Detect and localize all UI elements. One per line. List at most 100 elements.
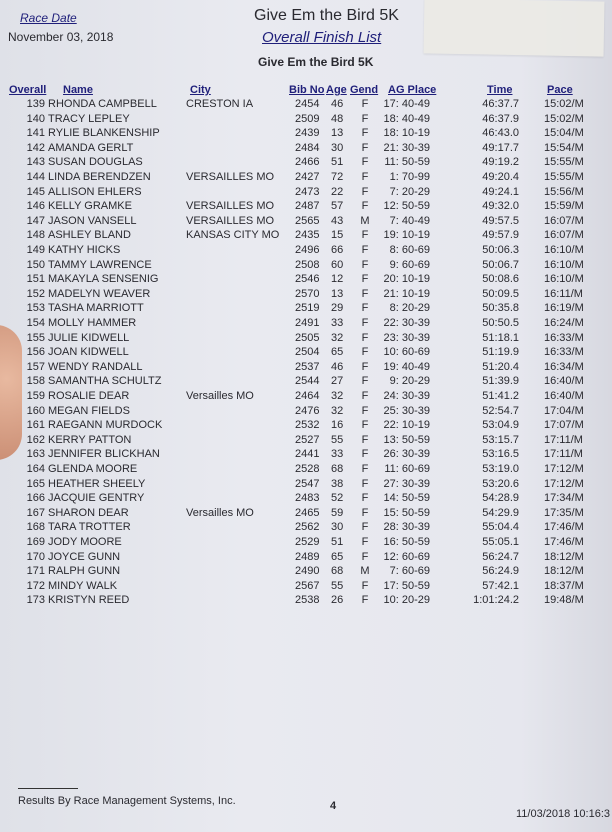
cell-pace: 17:12/M <box>544 477 584 490</box>
cell-gender: F <box>361 258 369 271</box>
table-row: 140 TRACY LEPLEY 2509 48 F 18: 40-49 46:37.9 15… <box>0 113 612 127</box>
cell-ag-place: 7: 60-69 <box>389 565 430 578</box>
table-row: 153 TASHA MARRIOTT 2519 29 F 8: 20-29 50:35.8 1… <box>0 302 612 316</box>
cell-name: KRISTYN REED <box>48 594 130 607</box>
cell-pace: 17:07/M <box>544 419 584 432</box>
cell-name: MINDY WALK <box>48 579 118 592</box>
cell-city: VERSAILLES MO <box>186 171 275 183</box>
cell-name: MAKAYLA SENSENIG <box>48 273 159 286</box>
cell-gender: F <box>361 433 369 446</box>
cell-name: JASON VANSELL <box>48 214 137 227</box>
cell-age: 43 <box>331 214 344 227</box>
event-name: Give Em the Bird 5K <box>258 55 374 69</box>
cell-overall: 168 <box>26 521 45 534</box>
cell-gender: F <box>361 419 369 432</box>
cell-name: KERRY PATTON <box>48 433 132 446</box>
cell-gender: F <box>361 579 369 592</box>
cell-pace: 18:12/M <box>544 565 584 578</box>
table-row: 157 WENDY RANDALL 2537 46 F 19: 40-49 51:20.4 1… <box>0 361 612 375</box>
table-row: 139 RHONDA CAMPBELL CRESTON IA 2454 46 F 17: 4… <box>0 98 612 112</box>
cell-time: 50:06.3 <box>482 244 519 256</box>
cell-name: MEGAN FIELDS <box>48 404 130 417</box>
cell-city: KANSAS CITY MO <box>186 229 280 242</box>
table-row: 149 KATHY HICKS 2496 66 F 8: 60-69 50:06.3 16:1… <box>0 244 612 258</box>
cell-name: JODY MOORE <box>48 536 122 548</box>
cell-pace: 15:02/M <box>544 112 584 125</box>
cell-bib: 2509 <box>295 112 320 125</box>
cell-name: MOLLY HAMMER <box>48 317 137 329</box>
cell-ag-place: 15: 50-59 <box>383 506 430 519</box>
table-row: 146 KELLY GRAMKE VERSAILLES MO 2487 57 F 12: 5… <box>0 200 612 214</box>
cell-city: Versailles MO <box>186 506 254 519</box>
cell-pace: 16:07/M <box>544 214 584 227</box>
print-timestamp: 11/03/2018 10:16:3 <box>516 808 610 820</box>
cell-bib: 2496 <box>295 244 320 256</box>
cell-name: SHARON DEAR <box>48 506 129 519</box>
cell-time: 53:15.7 <box>482 433 519 446</box>
cell-pace: 15:02/M <box>544 98 584 110</box>
cell-time: 46:37.7 <box>482 98 519 110</box>
cell-overall: 153 <box>26 302 45 315</box>
cell-ag-place: 8: 20-29 <box>389 302 430 315</box>
cell-age: 26 <box>331 594 344 607</box>
cell-ag-place: 23: 30-39 <box>383 331 430 344</box>
cell-pace: 16:34/M <box>544 360 584 373</box>
table-row: 150 TAMMY LAWRENCE 2508 60 F 9: 60-69 50:06.7 1… <box>0 259 612 273</box>
cell-time: 49:24.1 <box>482 185 519 198</box>
cell-age: 27 <box>331 375 344 388</box>
cell-ag-place: 11: 50-59 <box>384 156 430 169</box>
cell-time: 57:42.1 <box>482 579 519 592</box>
cell-age: 72 <box>331 171 344 183</box>
cell-ag-place: 21: 30-39 <box>383 141 430 154</box>
table-row: 151 MAKAYLA SENSENIG 2546 12 F 20: 10-19 50:08… <box>0 273 612 287</box>
cell-overall: 166 <box>26 492 45 505</box>
cell-age: 46 <box>331 98 344 110</box>
cell-ag-place: 10: 60-69 <box>383 346 430 359</box>
cell-pace: 16:10/M <box>544 273 584 286</box>
cell-overall: 140 <box>26 112 45 125</box>
cell-overall: 163 <box>26 448 45 461</box>
cell-name: RALPH GUNN <box>48 565 121 578</box>
col-name: Name <box>63 84 93 96</box>
cell-city: VERSAILLES MO <box>186 214 275 227</box>
cell-age: 32 <box>331 390 344 402</box>
cell-overall: 161 <box>26 419 45 432</box>
cell-gender: M <box>360 214 370 227</box>
cell-ag-place: 28: 30-39 <box>383 521 430 534</box>
cell-time: 54:28.9 <box>482 492 519 505</box>
cell-overall: 148 <box>26 229 45 242</box>
table-row: 173 KRISTYN REED 2538 26 F 10: 20-29 1:01:24.2… <box>0 594 612 608</box>
cell-overall: 150 <box>26 258 45 271</box>
cell-gender: F <box>361 331 369 344</box>
cell-name: RHONDA CAMPBELL <box>48 98 157 110</box>
cell-time: 53:20.6 <box>482 477 519 490</box>
cell-overall: 164 <box>26 463 45 475</box>
cell-overall: 146 <box>26 200 45 213</box>
cell-pace: 16:07/M <box>544 229 584 242</box>
cell-pace: 16:40/M <box>544 390 584 402</box>
table-row: 155 JULIE KIDWELL 2505 32 F 23: 30-39 51:18.1 1… <box>0 332 612 346</box>
table-row: 154 MOLLY HAMMER 2491 33 F 22: 30-39 50:50.5 16… <box>0 317 612 331</box>
cell-gender: F <box>361 112 369 125</box>
cell-overall: 172 <box>26 579 45 592</box>
cell-pace: 16:40/M <box>544 375 584 388</box>
cell-time: 50:09.5 <box>482 287 519 300</box>
cell-time: 53:19.0 <box>482 463 519 475</box>
cell-gender: F <box>361 521 369 534</box>
cell-gender: F <box>361 404 369 417</box>
table-row: 148 ASHLEY BLAND KANSAS CITY MO 2435 15 F 19: … <box>0 229 612 243</box>
cell-ag-place: 1: 70-99 <box>389 171 430 183</box>
cell-time: 46:37.9 <box>482 112 519 125</box>
cell-name: WENDY RANDALL <box>48 360 143 373</box>
cell-ag-place: 18: 40-49 <box>383 112 430 125</box>
cell-name: KATHY HICKS <box>48 244 121 256</box>
cell-bib: 2473 <box>295 185 320 198</box>
cell-gender: F <box>361 390 369 402</box>
table-row: 172 MINDY WALK 2567 55 F 17: 50-59 57:42.1 18:3… <box>0 580 612 594</box>
cell-overall: 169 <box>26 536 45 548</box>
cell-bib: 2483 <box>295 492 320 505</box>
cell-ag-place: 21: 10-19 <box>383 287 430 300</box>
cell-overall: 170 <box>26 550 45 563</box>
cell-gender: F <box>361 98 369 110</box>
cell-time: 54:29.9 <box>482 506 519 519</box>
